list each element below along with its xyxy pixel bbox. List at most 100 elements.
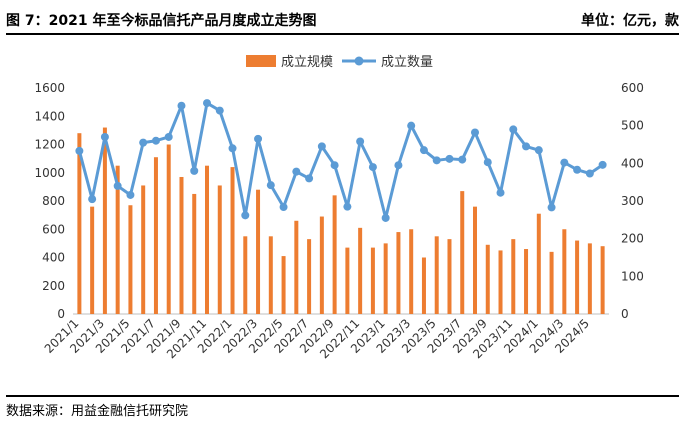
line-count-point — [496, 188, 505, 197]
line-count-point — [330, 161, 339, 170]
y-left-tick-label: 600 — [42, 222, 65, 236]
y-right-tick-label: 500 — [621, 119, 644, 133]
bar-scale — [319, 216, 324, 314]
line-count-point — [241, 211, 250, 220]
source-note: 数据来源：用益金融信托研究院 — [6, 404, 189, 419]
bar-scale — [205, 165, 209, 314]
bar-scale — [587, 243, 592, 314]
line-count-point — [368, 163, 377, 172]
y-left-tick-label: 1400 — [34, 109, 65, 123]
y-right-tick-label: 100 — [621, 269, 644, 283]
line-count-point — [458, 155, 467, 164]
bar-scale — [562, 229, 567, 314]
line-count-point — [394, 161, 403, 170]
line-count-point — [254, 134, 263, 143]
top-rule — [6, 33, 679, 35]
line-count-point — [432, 156, 441, 165]
line-count-point — [560, 158, 569, 167]
bar-scale — [600, 246, 605, 314]
y-right-tick-label: 400 — [621, 156, 644, 170]
bar-scale — [256, 189, 261, 314]
bar-scale — [383, 243, 388, 314]
line-count-point — [100, 132, 109, 141]
line-count-point — [534, 146, 543, 155]
line-count-point — [151, 136, 160, 145]
bar-scale — [409, 229, 414, 314]
bar-scale — [217, 185, 222, 314]
combo-chart: 0 200 400 600 800 1000 1200 1400 1600 0 100 200 300 4… — [34, 55, 644, 361]
legend-marker-line — [354, 56, 364, 66]
bar-scale — [192, 193, 197, 314]
bar-scale — [447, 239, 452, 314]
line-count-point — [266, 181, 275, 190]
bar-scale — [511, 239, 516, 314]
line-count-point — [522, 142, 531, 151]
y-right-tick-label: 200 — [621, 232, 644, 246]
bar-scale — [575, 240, 580, 314]
line-count-point — [407, 121, 416, 130]
bar-scale — [294, 220, 299, 314]
line-count-point — [573, 165, 582, 174]
line-count-point — [88, 195, 97, 204]
y-left-tick-label: 800 — [42, 194, 65, 208]
line-count-point — [190, 166, 199, 175]
bar-scale — [396, 232, 401, 314]
bar-scale — [460, 191, 465, 314]
bar-scale — [179, 176, 184, 314]
bar-scale — [77, 133, 82, 314]
bar-scale — [370, 247, 375, 314]
bar-scale — [115, 165, 120, 314]
line-count-point — [509, 125, 518, 134]
line-count-point — [483, 158, 492, 167]
bar-scale — [243, 236, 248, 314]
y-left-tick-label: 0 — [57, 307, 65, 321]
line-count-point — [139, 138, 148, 147]
unit-label: 单位：亿元，款 — [581, 13, 679, 29]
bar-scale — [128, 205, 133, 314]
bar-scale — [473, 206, 477, 314]
bar-scale — [307, 239, 312, 314]
bar-scale — [268, 236, 273, 314]
legend-label-bar: 成立规模 — [281, 55, 333, 70]
bar-scale — [153, 157, 158, 314]
line-count-point — [471, 128, 479, 137]
bar-scale — [524, 249, 529, 314]
line-count-point — [305, 174, 314, 183]
line-count-point — [113, 181, 122, 190]
line-count-point — [215, 106, 224, 115]
bar-scale — [421, 257, 426, 314]
line-count-point — [445, 154, 454, 163]
line-count-point — [598, 160, 607, 169]
line-count-point — [203, 99, 211, 108]
y-right-tick-label: 600 — [621, 81, 644, 95]
line-count-point — [75, 146, 84, 155]
y-left-tick-label: 200 — [42, 279, 65, 293]
bar-scale — [434, 236, 439, 314]
line-count-point — [356, 137, 365, 146]
bottom-rule — [6, 395, 679, 397]
legend-swatch-bar — [246, 55, 276, 67]
bar-scale — [281, 256, 286, 314]
line-count-point — [585, 169, 594, 178]
y-left-tick-label: 1000 — [34, 166, 65, 180]
line-count-point — [419, 146, 428, 155]
bar-scale — [358, 227, 363, 314]
bar-scale — [166, 144, 171, 314]
line-count-point — [381, 213, 390, 222]
bar-scale — [498, 250, 503, 314]
figure-title: 图 7：2021 年至今标品信托产品月度成立走势图 — [6, 13, 317, 29]
line-count-point — [292, 167, 301, 176]
bar-scale — [549, 251, 554, 314]
legend-label-line: 成立数量 — [381, 55, 433, 70]
line-count-point — [164, 132, 173, 141]
line-count-point — [228, 144, 237, 153]
bar-scale — [536, 213, 541, 314]
y-left-tick-label: 1200 — [34, 138, 65, 152]
bar-scale — [485, 244, 490, 314]
line-count-point — [343, 202, 352, 211]
y-right-tick-label: 300 — [621, 194, 644, 208]
line-count-point — [317, 142, 326, 151]
bar-scale — [332, 195, 337, 314]
bar-scale — [230, 167, 235, 314]
line-count-point — [279, 203, 288, 212]
